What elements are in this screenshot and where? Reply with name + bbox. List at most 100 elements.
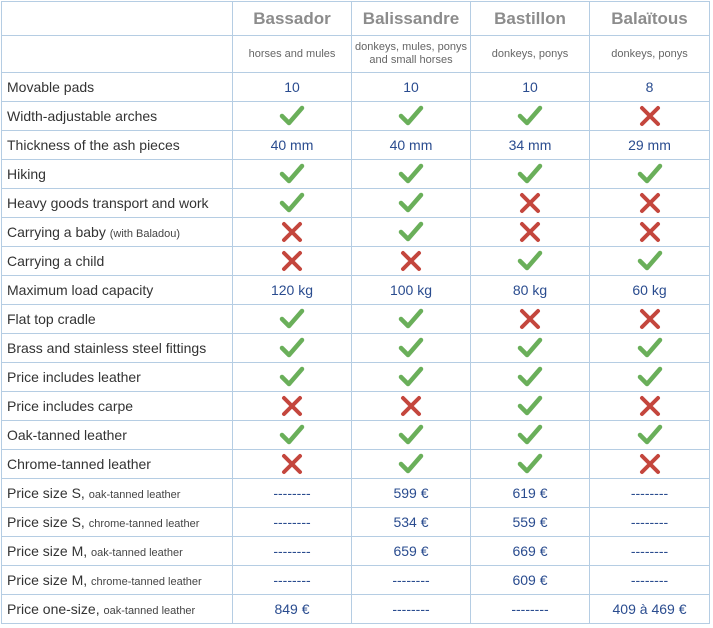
icon-shape — [639, 309, 660, 329]
icon-shape — [279, 337, 305, 358]
icon-shape — [398, 192, 424, 213]
check-icon — [398, 337, 424, 358]
icon-shape — [282, 222, 302, 242]
value-cell: 34 mm — [470, 130, 590, 160]
check-icon — [398, 105, 424, 126]
icon-shape — [401, 396, 421, 416]
icon-cell — [589, 101, 710, 131]
cross-icon — [282, 222, 302, 242]
icon-cell — [232, 449, 352, 479]
row-label-cell: Movable pads — [1, 72, 233, 102]
row-label-cell: Oak-tanned leather — [1, 420, 233, 450]
value-cell: 669 € — [470, 536, 590, 566]
icon-shape — [282, 396, 302, 416]
check-icon — [517, 163, 543, 184]
cross-icon — [282, 251, 302, 271]
icon-cell — [470, 217, 590, 247]
header-row: Bassador Balissandre Bastillon Balaïtous — [1, 1, 710, 36]
icon-cell — [470, 333, 590, 363]
row-label-cell: Price size M, chrome-tanned leather — [1, 565, 233, 595]
icon-cell — [470, 159, 590, 189]
value-cell: -------- — [232, 565, 352, 595]
value-cell: 599 € — [351, 478, 471, 508]
value-cell: 10 — [232, 72, 352, 102]
icon-cell — [232, 333, 352, 363]
icon-cell — [232, 420, 352, 450]
cross-icon — [282, 454, 302, 474]
icon-shape — [398, 337, 424, 358]
column-use: donkeys, mules, ponys and small horses — [351, 35, 471, 73]
check-icon — [279, 424, 305, 445]
column-name: Bastillon — [470, 1, 590, 36]
value-cell: 849 € — [232, 594, 352, 624]
icon-cell — [589, 333, 710, 363]
check-icon — [398, 366, 424, 387]
row-label: Oak-tanned leather — [7, 427, 127, 443]
icon-cell — [232, 101, 352, 131]
icon-shape — [520, 222, 540, 242]
icon-shape — [279, 308, 305, 329]
icon-shape — [398, 453, 424, 474]
row-label-cell: Price includes carpe — [1, 391, 233, 421]
icon-shape — [639, 396, 660, 416]
check-icon — [398, 424, 424, 445]
value-cell: -------- — [589, 565, 710, 595]
icon-cell — [351, 391, 471, 421]
feature-row: Brass and stainless steel fittings — [1, 333, 710, 363]
cross-icon — [639, 396, 660, 416]
icon-cell — [470, 449, 590, 479]
value-cell: 8 — [589, 72, 710, 102]
icon-shape — [279, 192, 305, 213]
icon-cell — [470, 420, 590, 450]
row-label: Price includes carpe — [7, 398, 134, 414]
icon-cell — [351, 159, 471, 189]
feature-row: Heavy goods transport and work — [1, 188, 710, 218]
feature-row: Carrying a baby (with Baladou) — [1, 217, 710, 247]
icon-cell — [351, 304, 471, 334]
feature-row: Hiking — [1, 159, 710, 189]
row-label: Flat top cradle — [7, 311, 96, 327]
row-label: Price size M, — [7, 572, 88, 588]
column-use: horses and mules — [232, 35, 352, 73]
row-label: Price size M, — [7, 543, 88, 559]
row-label-cell: Price includes leather — [1, 362, 233, 392]
value-cell: -------- — [351, 594, 471, 624]
cross-icon — [639, 106, 660, 126]
value-cell: 659 € — [351, 536, 471, 566]
icon-shape — [282, 251, 302, 271]
icon-cell — [232, 246, 352, 276]
icon-shape — [517, 105, 543, 126]
check-icon — [517, 424, 543, 445]
check-icon — [279, 366, 305, 387]
icon-cell — [232, 391, 352, 421]
row-label-cell: Price size M, oak-tanned leather — [1, 536, 233, 566]
cross-icon — [401, 396, 421, 416]
row-note: oak-tanned leather — [88, 489, 181, 501]
icon-shape — [520, 309, 540, 329]
icon-cell — [351, 333, 471, 363]
row-note: oak-tanned leather — [91, 547, 183, 559]
row-label: Carrying a baby — [7, 224, 106, 240]
icon-cell — [351, 246, 471, 276]
icon-shape — [398, 163, 424, 184]
row-label-cell: Flat top cradle — [1, 304, 233, 334]
check-icon — [398, 192, 424, 213]
value-cell: 80 kg — [470, 275, 590, 305]
icon-shape — [639, 193, 660, 213]
icon-cell — [351, 217, 471, 247]
icon-shape — [401, 251, 421, 271]
row-label: Price includes leather — [7, 369, 141, 385]
row-label-cell: Maximum load capacity — [1, 275, 233, 305]
check-icon — [398, 453, 424, 474]
feature-row: Flat top cradle — [1, 304, 710, 334]
feature-row: Price size S, oak-tanned leather --------… — [1, 478, 710, 508]
row-label: Price one-size, — [7, 601, 100, 617]
value-cell: 100 kg — [351, 275, 471, 305]
check-icon — [517, 250, 543, 271]
row-label: Maximum load capacity — [7, 282, 154, 298]
row-note: chrome-tanned leather — [91, 576, 202, 588]
value-cell: -------- — [589, 536, 710, 566]
feature-row: Price size S, chrome-tanned leather -----… — [1, 507, 710, 537]
